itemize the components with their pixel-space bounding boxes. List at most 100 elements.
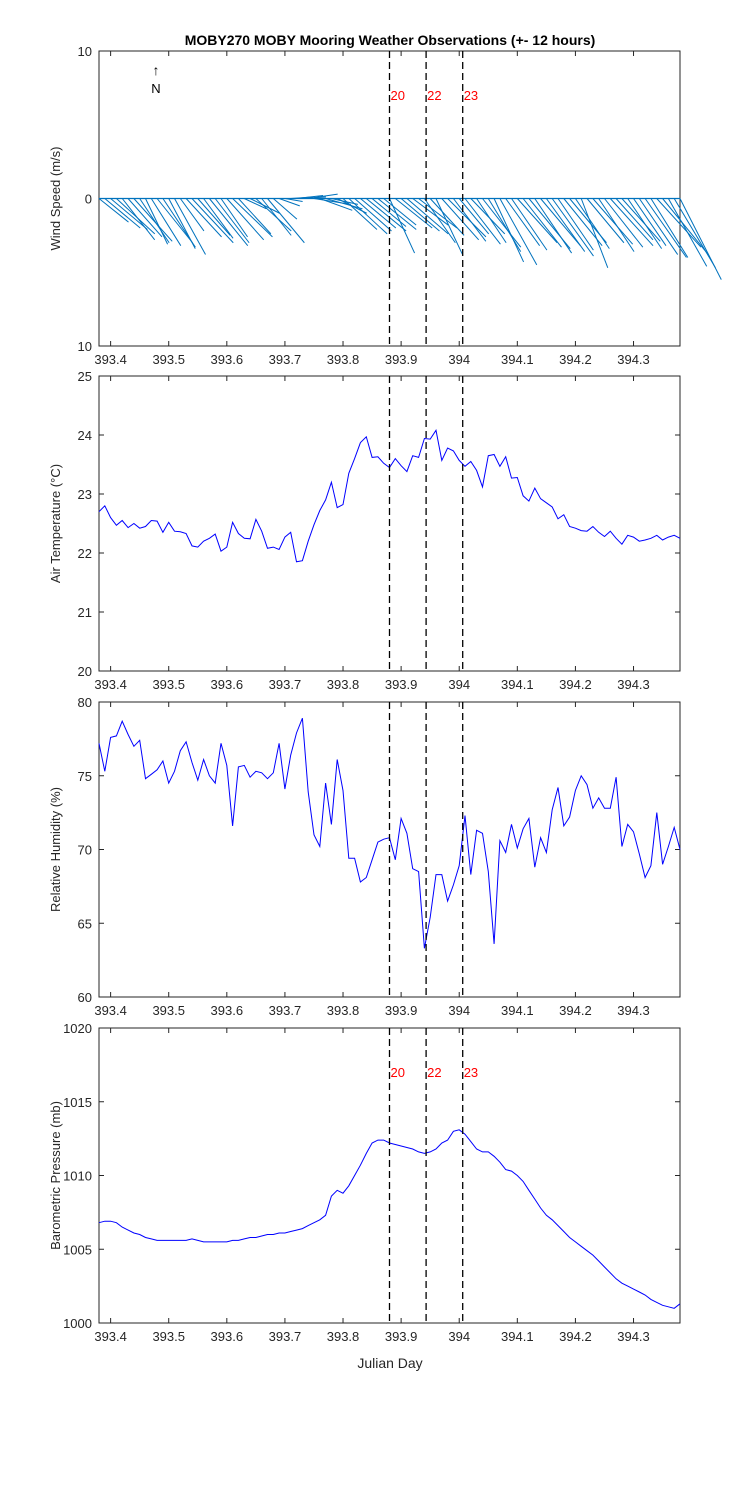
temp-x-tick-label: 393.8: [327, 677, 360, 692]
wind-marker-label: 23: [464, 88, 478, 103]
wind-vector: [354, 198, 392, 232]
pressure-x-tick-label: 393.5: [152, 1329, 185, 1344]
humidity-x-tick-label: 393.6: [211, 1003, 244, 1018]
wind-vector: [505, 198, 541, 246]
wind-vector: [209, 198, 249, 247]
wind-vector: [667, 198, 708, 267]
wind-vector: [98, 198, 129, 223]
wind-x-tick-label: 393.4: [94, 352, 127, 367]
wind-vector: [145, 198, 169, 245]
wind-vector: [226, 198, 265, 241]
wind-vector: [203, 198, 234, 239]
pressure-y-tick-label: 1010: [63, 1169, 92, 1184]
wind-vector: [220, 198, 248, 238]
pressure-marker-label: 23: [464, 1065, 478, 1080]
wind-vector: [255, 198, 292, 232]
wind-vector: [133, 198, 173, 242]
wind-vector: [638, 198, 679, 255]
wind-vector: [470, 198, 506, 235]
wind-vector: [534, 198, 573, 254]
wind-vector: [499, 198, 538, 266]
relative-humidity-panel: 60 65 70 75 80 393.4 393.5 393.6 393.7 393.8 393.9…: [48, 695, 681, 1018]
wind-vector: [249, 198, 280, 214]
humidity-x-tick-label: 394.2: [559, 1003, 592, 1018]
wind-vector: [627, 198, 663, 249]
humidity-y-tick-label: 60: [78, 990, 92, 1005]
wind-vector: [156, 198, 193, 244]
wind-vector: [325, 198, 363, 210]
wind-vector: [429, 198, 465, 236]
wind-x-tick-label: 393.7: [269, 352, 302, 367]
wind-x-tick-label: 394.1: [501, 352, 534, 367]
wind-x-tick-label: 394: [448, 352, 470, 367]
humidity-y-axis-label: Relative Humidity (%): [48, 787, 63, 912]
wind-vector: [342, 198, 378, 230]
wind-vector: [179, 198, 205, 232]
wind-vector: [482, 198, 522, 248]
pressure-y-tick-label: 1000: [63, 1316, 92, 1331]
humidity-y-tick-label: 65: [78, 916, 92, 931]
wind-vector: [150, 198, 182, 246]
temp-x-tick-label: 393.5: [152, 677, 185, 692]
wind-x-tick-label: 394.3: [617, 352, 650, 367]
temp-y-tick-label: 22: [78, 546, 92, 561]
wind-vector: [383, 198, 417, 226]
wind-vector: [621, 198, 661, 242]
pressure-marker-label: 22: [427, 1065, 441, 1080]
wind-x-tick-label: 393.6: [211, 352, 244, 367]
wind-vector: [458, 198, 490, 235]
temp-x-tick-label: 393.7: [269, 677, 302, 692]
wind-vector: [296, 195, 324, 199]
temp-x-tick-label: 393.4: [94, 677, 127, 692]
wind-vector: [389, 198, 416, 254]
wind-vector: [348, 198, 388, 235]
wind-vector: [586, 198, 625, 244]
temp-x-tick-label: 394.2: [559, 677, 592, 692]
humidity-y-tick-label: 70: [78, 843, 92, 858]
wind-vector: [121, 198, 156, 241]
wind-vector: [244, 198, 267, 210]
wind-vector: [110, 198, 148, 230]
wind-vector: [238, 198, 272, 235]
wind-vector: [563, 198, 603, 247]
humidity-y-tick-label: 75: [78, 769, 92, 784]
wind-vector: [284, 198, 303, 202]
wind-vector: [174, 198, 206, 255]
pressure-marker-label: 20: [391, 1065, 405, 1080]
wind-vector: [644, 198, 687, 258]
wind-vector: [168, 198, 196, 249]
wind-x-tick-label: 393.5: [152, 352, 185, 367]
wind-vector: [633, 198, 667, 246]
wind-y-tick-label: 10: [78, 44, 92, 59]
barometric-pressure-panel: 1000 1005 1010 1015 1020 393.4 393.5 393.6 393.7…: [48, 1021, 681, 1344]
wind-vector: [615, 198, 654, 241]
wind-vector: [453, 198, 487, 242]
humidity-x-tick-label: 393.7: [269, 1003, 302, 1018]
wind-vector: [592, 198, 634, 245]
air-temperature-panel: 20 21 22 23 24 25 393.4 393.5 393.6 393.7 393.8 393…: [48, 369, 681, 692]
pressure-y-axis-label: Barometric Pressure (mb): [48, 1101, 63, 1250]
wind-vector: [551, 198, 594, 257]
wind-vector: [394, 198, 433, 229]
wind-y-axis-label: Wind Speed (m/s): [48, 146, 63, 250]
wind-vector: [604, 198, 644, 248]
wind-vector: [511, 198, 548, 251]
humidity-x-tick-label: 393.4: [94, 1003, 127, 1018]
pressure-x-tick-label: 394.1: [501, 1329, 534, 1344]
humidity-x-tick-label: 394.3: [617, 1003, 650, 1018]
x-axis-label: Julian Day: [357, 1355, 422, 1371]
wind-vector: [104, 198, 141, 229]
wind-vector: [272, 198, 298, 220]
wind-x-tick-label: 394.2: [559, 352, 592, 367]
wind-vector: [679, 198, 722, 280]
wind-vector: [609, 198, 654, 247]
humidity-x-tick-label: 394.1: [501, 1003, 534, 1018]
wind-vector: [580, 198, 609, 269]
wind-vector: [261, 198, 292, 236]
wind-vector: [127, 198, 163, 238]
wind-vector: [412, 198, 449, 226]
temp-x-tick-label: 394: [448, 677, 470, 692]
